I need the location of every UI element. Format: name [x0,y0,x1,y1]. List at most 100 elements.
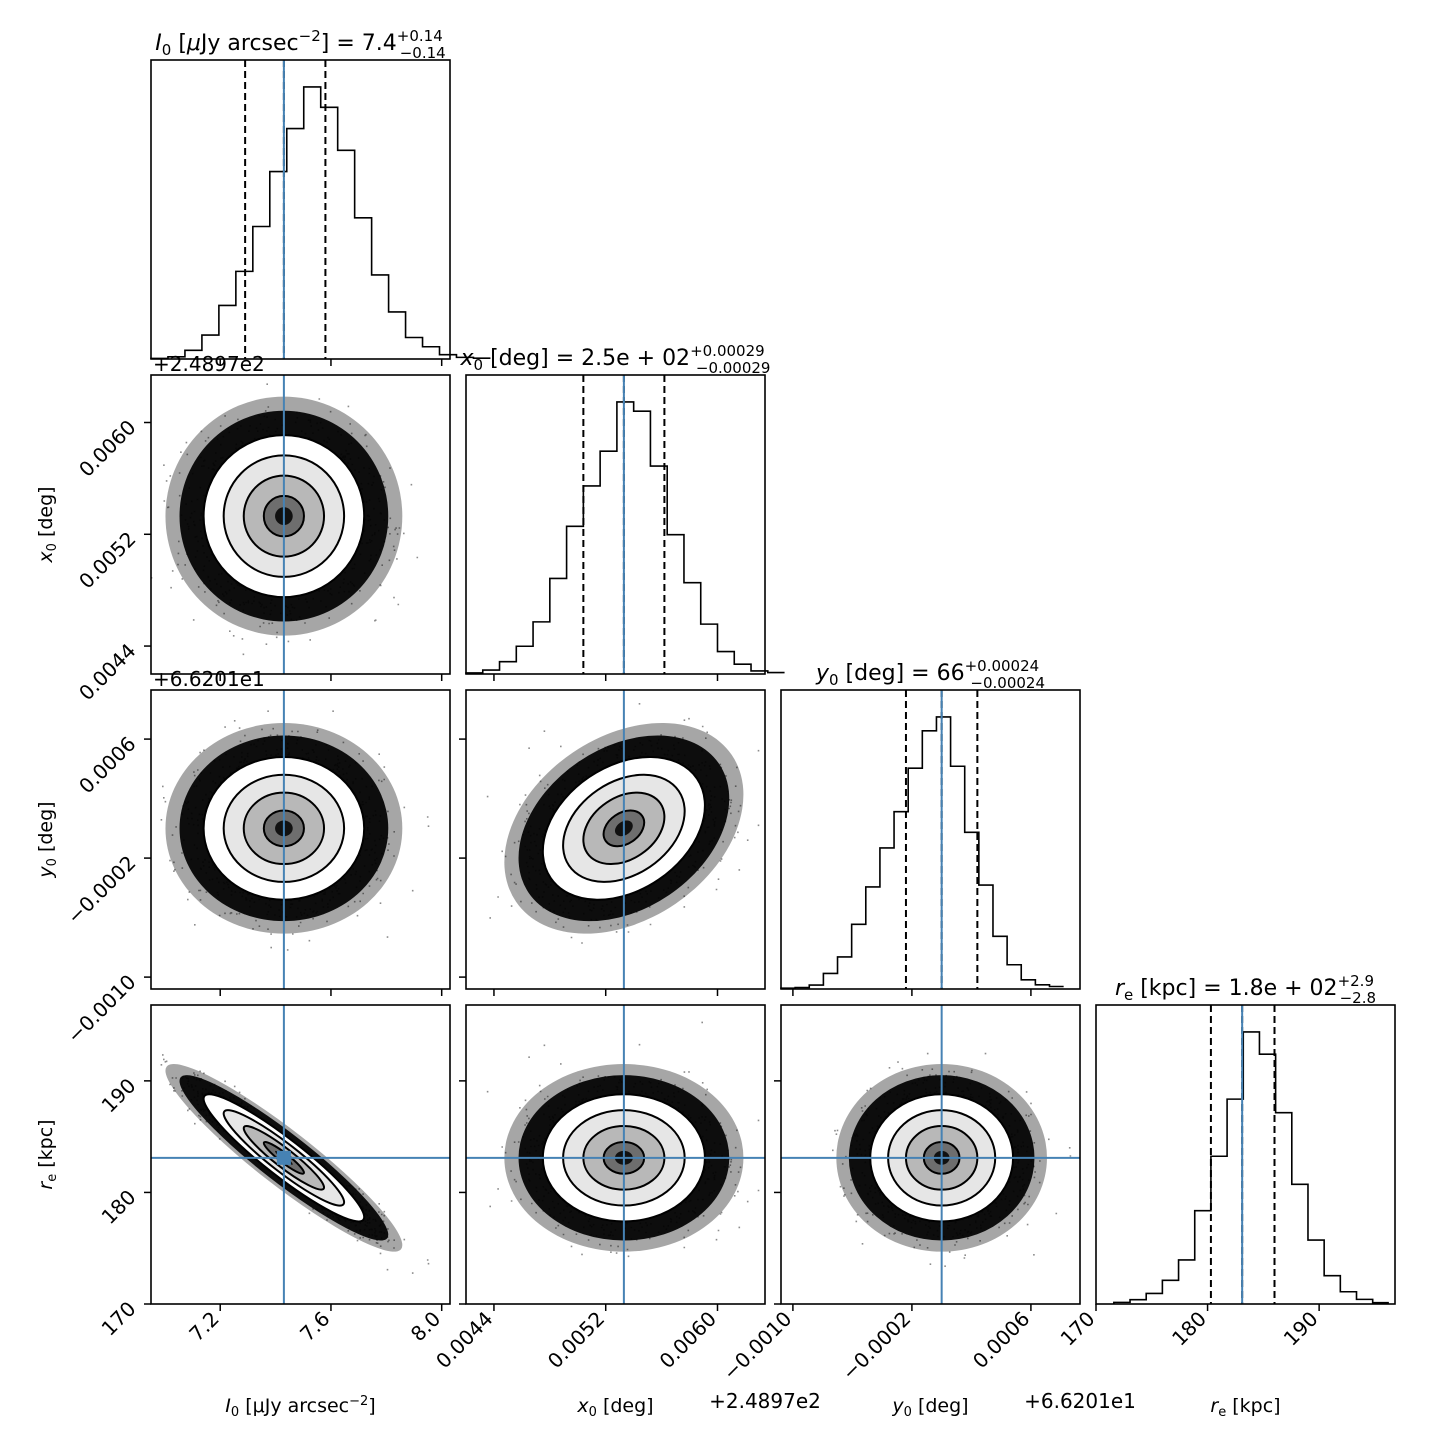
x-tick-label-y0: −0.0010 [718,1307,796,1385]
hist-bin-re [1324,1276,1340,1304]
panel-frame-re [1095,1004,1396,1305]
contour-2σ [541,755,706,901]
hist-bin-re [1308,1240,1324,1304]
hist-panel-x0 [465,374,785,675]
hist-bin-re [1195,1211,1211,1304]
y-tick-label-y0: −0.0010 [62,970,140,1048]
hist-bin-re [1259,1054,1275,1304]
hist-bin-I0 [253,226,270,359]
hist-bin-y0 [1021,980,1035,989]
hist-bin-re [1227,1099,1243,1304]
hist-bin-y0 [852,924,866,989]
hist-bin-I0 [219,305,236,359]
x-tick-label-I0: 7.6 [295,1307,334,1346]
hist-bin-x0 [701,624,718,674]
hist-bin-I0 [372,275,389,359]
hist-bin-y0 [993,936,1007,989]
panel-frame-I0 [150,59,451,360]
x-offset-y0: +6.6201e1 [1024,1389,1136,1413]
panel-frame [150,374,451,675]
contour-1σ [582,791,666,866]
hist-bin-x0 [717,652,734,674]
panels-layer [144,59,1396,1311]
x-tick-label-y0: −0.0002 [837,1307,915,1385]
hist-bin-x0 [617,402,634,674]
y-tick-label-x0: 0.0060 [74,415,140,481]
pair-panel-re-vs-y0 [780,1004,1081,1305]
y-axis-label-re: re [kpc] [35,1119,60,1189]
y-tick-label-re: 190 [97,1073,141,1117]
panel-frame [465,1004,766,1305]
hist-panel-I0 [150,59,491,360]
hist-bin-I0 [338,150,355,359]
panel-frame [780,1004,1081,1305]
x-tick-label-I0: 8.0 [406,1307,445,1346]
hist-bin-re [1340,1292,1356,1304]
y-offset-y0: +6.6201e1 [153,667,265,691]
panel-frame [150,689,451,990]
y-tick-label-x0: 0.0052 [74,527,140,593]
x-axis-label-I0: I0 [μJy arcsec−2] [225,1394,375,1420]
hist-bin-y0 [1007,965,1021,989]
pair-panel-re-vs-I0 [150,1004,451,1305]
x-axis-label-y0: y0 [deg] [891,1395,968,1420]
hist-bin-re [1243,1032,1259,1304]
hist-bin-re [1292,1184,1308,1304]
hist-bin-I0 [423,347,440,359]
hist-bin-x0 [667,535,684,674]
hist-bin-I0 [287,129,304,359]
hist-bin-x0 [567,526,584,674]
hist-bin-x0 [583,486,600,674]
y-tick-label-y0: 0.0006 [74,732,140,798]
hist-panel-re [1095,1004,1396,1305]
hist-bin-I0 [321,107,338,359]
truth-marker [276,1150,291,1165]
panel-title-x0: x0 [deg] = 2.5e + 02+0.00029 −0.00029 [460,342,771,377]
y-tick-label-re: 180 [97,1185,141,1229]
y-axis-label-y0: y0 [deg] [35,801,60,878]
hist-outline-x0 [465,401,785,674]
hist-bin-I0 [304,87,321,359]
hist-bin-x0 [684,583,701,674]
hist-bin-re [1146,1293,1162,1304]
density-clouds-layer [150,374,1081,1305]
panel-frame [465,689,766,990]
hist-bin-re [1179,1260,1195,1304]
hist-bin-x0 [600,451,617,674]
x-tick-label-x0: 0.0044 [431,1307,497,1373]
y-tick-label-y0: −0.0002 [62,851,140,929]
y-tick-label-re: 170 [97,1297,141,1341]
panel-frame [150,1004,451,1305]
pair-inner [832,1052,1072,1267]
hist-bin-x0 [634,411,651,674]
hist-bin-y0 [936,717,950,989]
panel-frame-y0 [780,689,1081,990]
pair-panel-x0-vs-I0 [150,374,451,675]
x-tick-label-x0: 0.0060 [655,1307,721,1373]
contour-1.5σ [222,1109,346,1207]
panel-title-I0: I0 [μJy arcsec−2] = 7.4+0.14 −0.14 [155,27,445,62]
hist-outline-I0 [150,86,491,360]
hist-bin-y0 [880,848,894,989]
hist-bin-I0 [406,338,423,359]
hist-outline-re [1113,1031,1389,1304]
hist-bin-y0 [922,731,936,989]
hist-bin-y0 [866,887,880,989]
pair-panel-y0-vs-x0 [465,689,766,990]
hist-bin-y0 [979,885,993,989]
hist-outline-y0 [780,716,1064,989]
hist-bin-x0 [500,662,517,674]
x-tick-label-x0: 0.0052 [543,1307,609,1373]
pair-panel-re-vs-x0 [465,1004,766,1305]
panel-title-re: re [kpc] = 1.8e + 02+2.9 −2.8 [1115,972,1376,1007]
pair-inner [160,1054,430,1274]
panel-title-y0: y0 [deg] = 66+0.00024 −0.00024 [815,657,1045,692]
y-offset-x0: +2.4897e2 [153,352,265,376]
x-axis-label-re: re [kpc] [1210,1395,1280,1420]
y-axis-label-x0: x0 [deg] [35,486,60,563]
contour-1σ [242,1125,326,1191]
hist-bin-I0 [355,218,372,359]
hist-bin-re [1211,1156,1227,1304]
y-tick-label-x0: 0.0044 [74,639,140,705]
